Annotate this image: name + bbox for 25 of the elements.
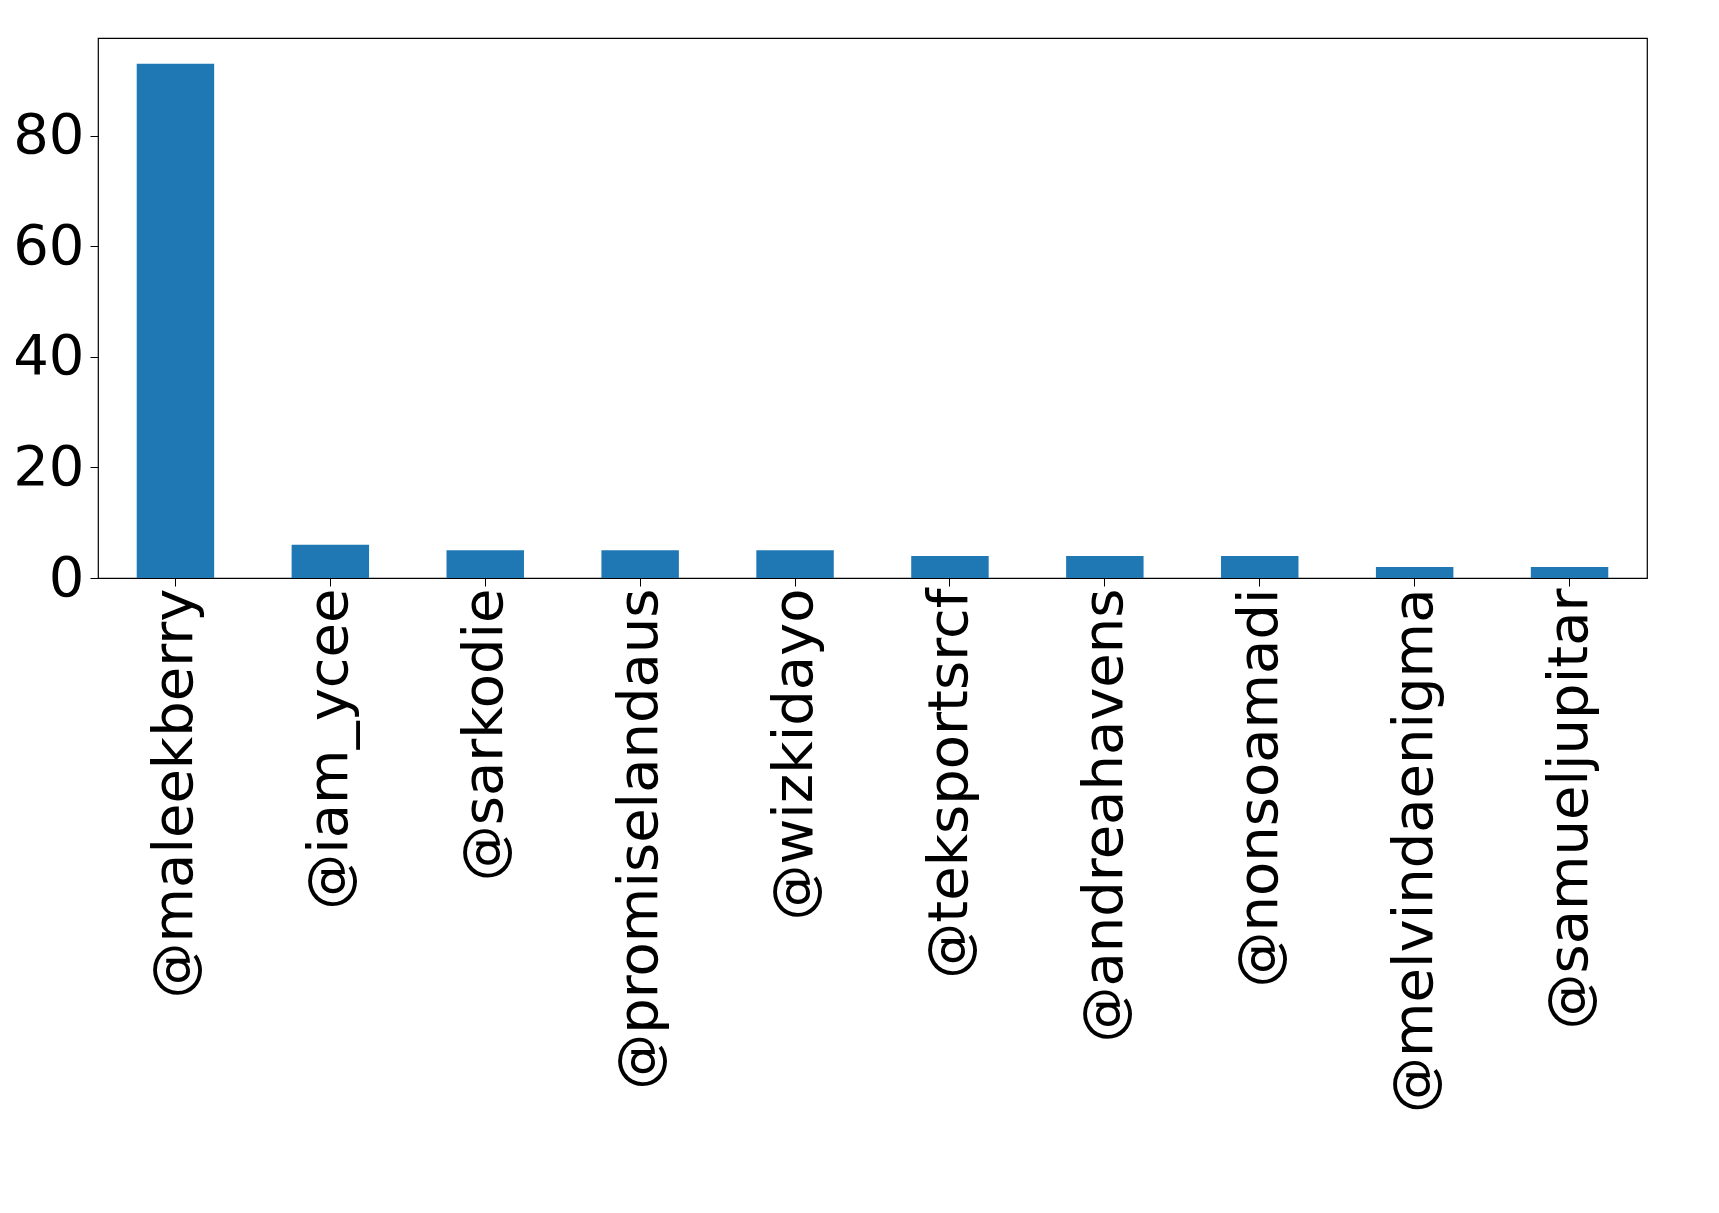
bar — [446, 550, 524, 578]
x-tick-label: @melvindaenigma — [1379, 588, 1445, 1114]
bar — [291, 544, 370, 578]
bar — [601, 550, 679, 578]
x-tick-label: @iam_ycee — [295, 588, 361, 910]
bar — [1066, 555, 1144, 578]
y-tick-label: 80 — [13, 101, 85, 167]
x-tick-label: @maleekberry — [140, 588, 206, 999]
y-tick-label: 40 — [13, 322, 85, 388]
bar — [1375, 566, 1454, 578]
x-tick-label: @sarkodie — [450, 588, 516, 882]
x-tick-label: @teksportsrcf — [914, 587, 980, 979]
bar — [136, 63, 215, 578]
x-tick-label: @promiselandaus — [605, 588, 671, 1090]
y-tick-label: 0 — [48, 543, 85, 609]
bar — [1221, 555, 1299, 578]
bar — [911, 555, 989, 578]
y-tick-label: 60 — [13, 211, 85, 277]
bar — [756, 550, 834, 578]
y-tick-label: 20 — [13, 432, 85, 498]
x-tick-label: @nonsoamadi — [1224, 588, 1290, 988]
x-tick-label: @andreahavens — [1069, 588, 1135, 1043]
x-tick-label: @samueljupitar — [1534, 587, 1600, 1030]
x-tick-label: @wizkidayo — [760, 588, 826, 921]
bar — [1530, 566, 1609, 578]
